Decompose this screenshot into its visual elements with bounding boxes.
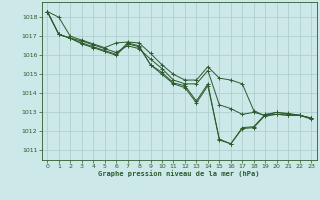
X-axis label: Graphe pression niveau de la mer (hPa): Graphe pression niveau de la mer (hPa): [99, 171, 260, 177]
